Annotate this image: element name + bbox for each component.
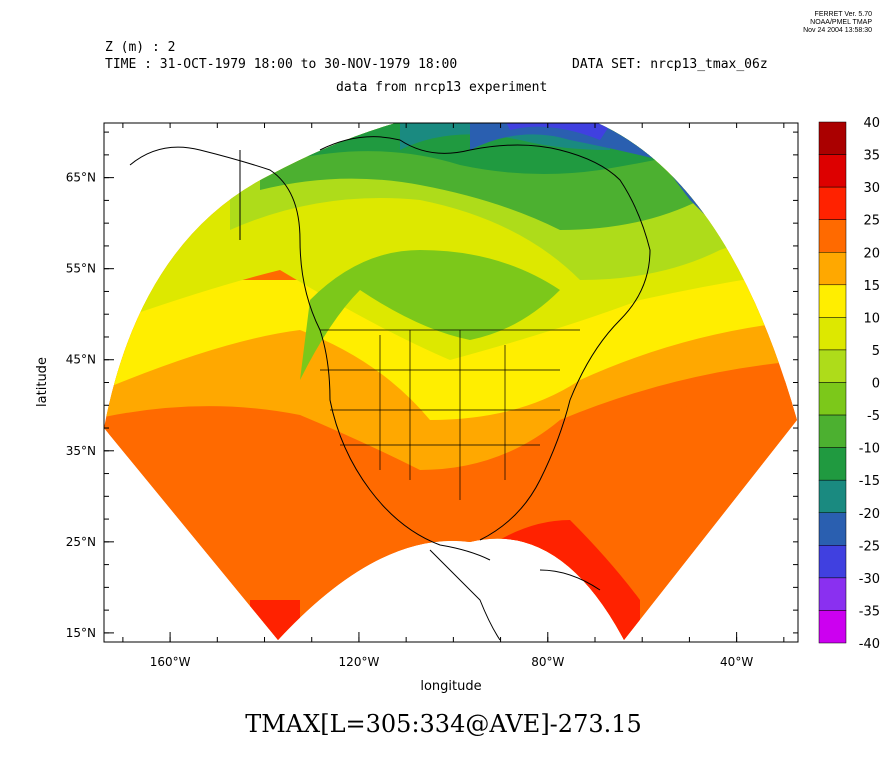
colorbar-swatch: [818, 479, 847, 513]
colorbar-label: 40: [863, 116, 880, 131]
colorbar-swatch: [818, 545, 847, 579]
ferret-version: FERRET Ver. 5.70: [814, 11, 872, 18]
colorbar-swatch: [818, 577, 847, 611]
colorbar-label: -25: [859, 539, 880, 554]
z-label: Z (m) : 2: [105, 40, 176, 55]
colorbar-label: -10: [859, 442, 880, 457]
colorbar-swatch: [818, 317, 847, 351]
ferret-stamp: FERRET Ver. 5.70 NOAA/PMEL TMAP Nov 24 2…: [740, 11, 872, 35]
y-tick-label: 55°N: [66, 262, 96, 276]
colorbar-label: 15: [863, 279, 880, 294]
colorbar-swatch: [818, 284, 847, 318]
colorbar-swatch: [818, 252, 847, 286]
colorbar-label: -15: [859, 474, 880, 489]
colorbar-swatch: [818, 154, 847, 188]
colorbar-label: 30: [863, 181, 880, 196]
colorbar-swatch: [818, 349, 847, 383]
colorbar: 40 35 30 25 20 15 10 5 0 -5 -10 -15 -20 -25 -30 -35 -40: [818, 116, 880, 652]
colorbar-label: -30: [859, 572, 880, 587]
colorbar-swatch: [818, 186, 847, 220]
colorbar-label: -40: [859, 637, 880, 652]
colorbar-label: -20: [859, 507, 880, 522]
ferret-org: NOAA/PMEL TMAP: [810, 19, 872, 26]
chart-title: TMAX[L=305:334@AVE]-273.15: [245, 710, 642, 738]
x-tick-label: 120°W: [339, 655, 380, 669]
axes-layer: 160°W 120°W 80°W 40°W 65°N 55°N 45°N 35°N 25°N 15…: [66, 123, 798, 669]
colorbar-label: -35: [859, 604, 880, 619]
experiment-subtitle: data from nrcp13 experiment: [336, 80, 548, 95]
colorbar-swatch: [818, 414, 847, 448]
colorbar-label: 10: [863, 311, 880, 326]
colorbar-label: -5: [867, 409, 880, 424]
y-tick-label: 15°N: [66, 626, 96, 640]
colorbar-label: 0: [872, 377, 880, 392]
x-tick-label: 160°W: [150, 655, 191, 669]
colorbar-label: 5: [872, 344, 880, 359]
colorbar-label: 25: [863, 214, 880, 229]
ferret-date: Nov 24 2004 13:58:30: [803, 27, 872, 34]
colorbar-label: 35: [863, 149, 880, 164]
x-tick-label: 40°W: [720, 655, 753, 669]
time-label: TIME : 31-OCT-1979 18:00 to 30-NOV-1979 …: [105, 57, 458, 72]
colorbar-swatch: [818, 121, 847, 155]
y-tick-label: 45°N: [66, 353, 96, 367]
colorbar-swatch: [818, 610, 847, 644]
y-tick-label: 65°N: [66, 171, 96, 185]
y-axis-label: latitude: [35, 357, 50, 407]
colorbar-swatch: [818, 382, 847, 416]
temperature-field: [104, 123, 797, 641]
colorbar-swatch: [818, 447, 847, 481]
colorbar-label: 20: [863, 246, 880, 261]
dataset-label: DATA SET: nrcp13_tmax_06z: [572, 57, 768, 72]
y-tick-label: 25°N: [66, 535, 96, 549]
x-axis-label: longitude: [420, 679, 481, 694]
colorbar-swatch: [818, 512, 847, 546]
x-tick-label: 80°W: [531, 655, 564, 669]
y-tick-label: 35°N: [66, 444, 96, 458]
colorbar-swatch: [818, 219, 847, 253]
